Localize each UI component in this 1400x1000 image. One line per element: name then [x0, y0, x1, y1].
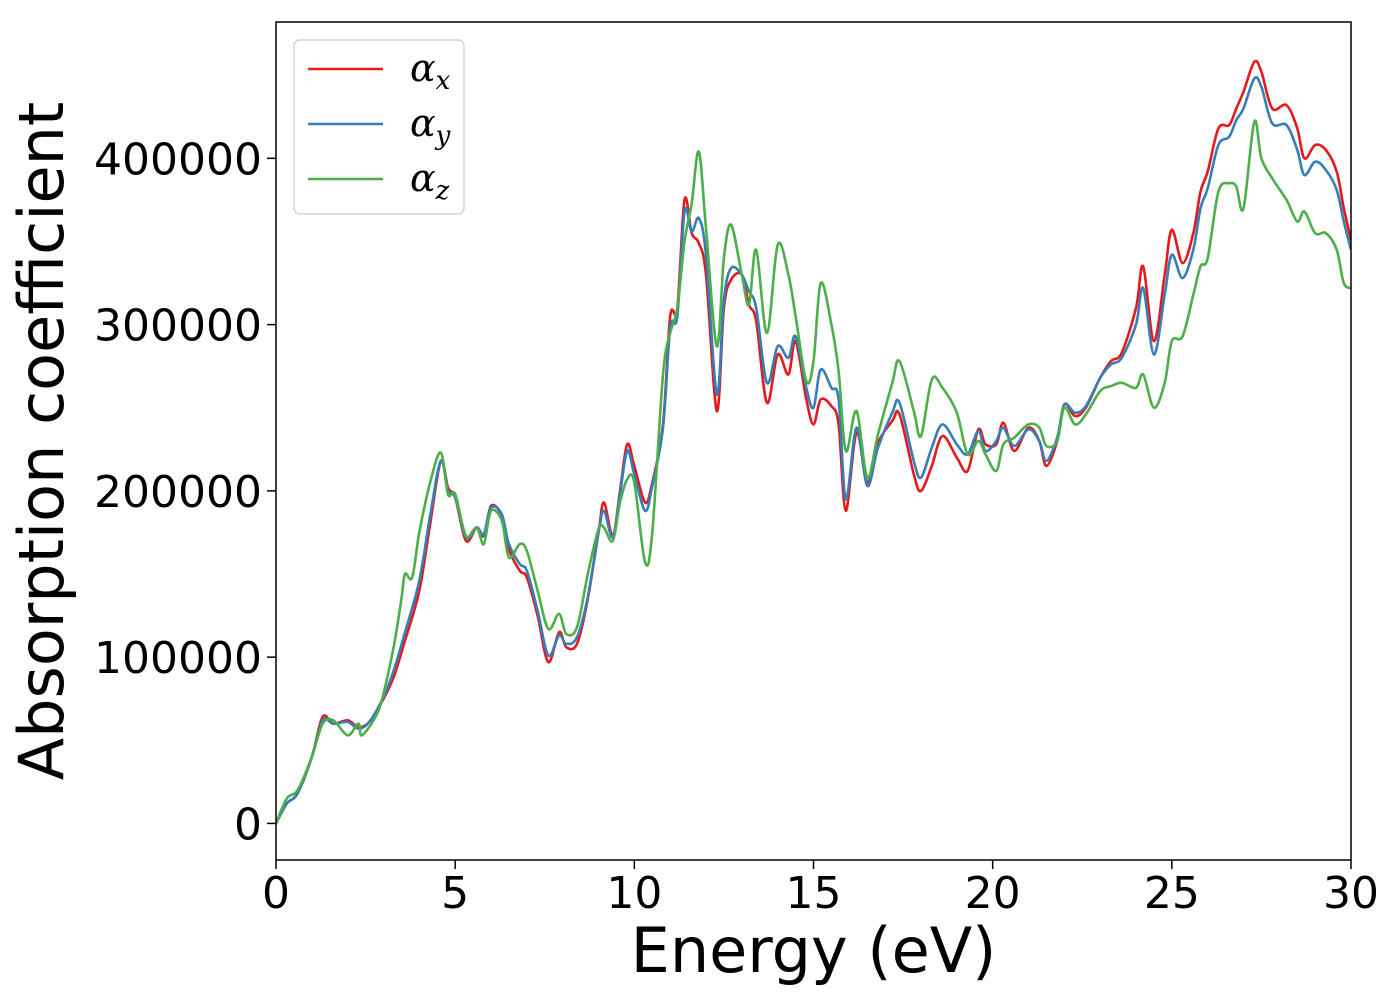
x-tick-label: 20 — [965, 868, 1021, 919]
y-axis: 0 100000 200000 300000 400000 — [94, 134, 276, 850]
legend-label-y: αy — [410, 101, 451, 151]
legend-box — [293, 39, 465, 215]
series-line-z — [276, 119, 1351, 824]
y-tick-label: 400000 — [94, 134, 262, 185]
legend-label-x: αx — [410, 46, 451, 96]
series-lines — [276, 59, 1351, 825]
y-axis-label: Absorption coefficient — [5, 102, 78, 781]
x-tick-label: 0 — [262, 868, 290, 919]
legend-subscript: x — [436, 66, 451, 96]
legend-label-z: αz — [410, 156, 450, 206]
y-tick-label: 200000 — [94, 467, 262, 518]
y-tick-label: 0 — [234, 799, 262, 850]
legend-symbol: α — [410, 101, 436, 145]
y-tick-label: 100000 — [94, 633, 262, 684]
x-tick-label: 10 — [606, 868, 662, 919]
x-axis: 0 5 10 15 20 25 30 — [262, 860, 1379, 919]
legend-symbol: α — [410, 156, 436, 200]
y-tick-label: 300000 — [94, 301, 262, 352]
x-tick-label: 30 — [1323, 868, 1379, 919]
x-tick-label: 25 — [1144, 868, 1200, 919]
x-tick-label: 5 — [441, 868, 469, 919]
series-line-y — [276, 75, 1351, 825]
legend-subscript: y — [435, 121, 451, 151]
legend-subscript: z — [435, 176, 450, 206]
x-tick-label: 15 — [786, 868, 842, 919]
legend-symbol: α — [410, 46, 436, 90]
series-line-x — [276, 59, 1351, 825]
x-axis-label: Energy (eV) — [631, 914, 997, 987]
